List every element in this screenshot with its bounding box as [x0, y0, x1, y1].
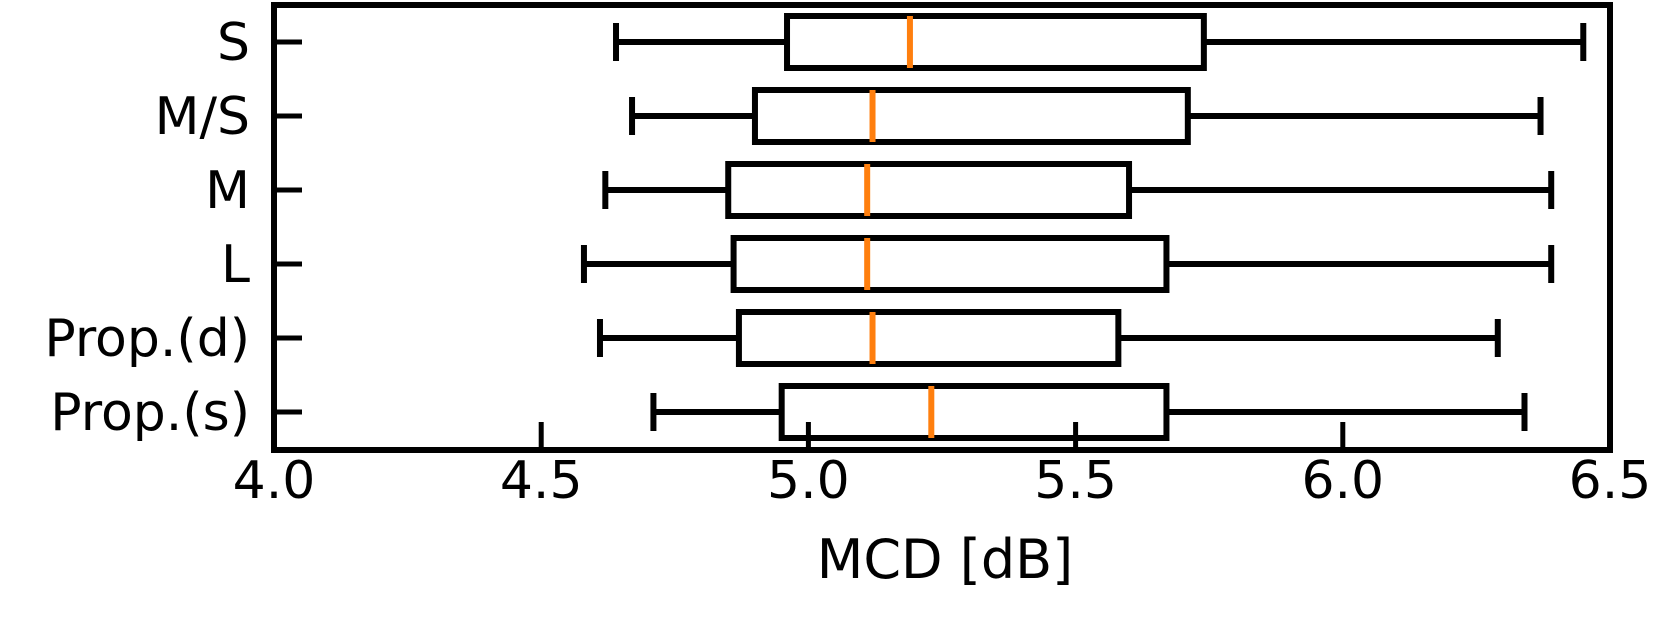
y-tick-label-prop-d: Prop.(d) [44, 309, 250, 369]
y-tick-label-s: S [217, 13, 250, 73]
y-tick-label-l: L [221, 235, 250, 295]
x-tick-label-2: 5.0 [767, 451, 850, 511]
iqr-box-s [784, 13, 1207, 71]
axes: S M/S ML Prop.(d) Prop.(s) 4.0 4.5 5.0 5.5 6.0 6.5 [44, 13, 1651, 511]
iqr-box-m [725, 161, 1133, 219]
x-tick-label-1: 4.5 [500, 451, 583, 511]
plot-frame [271, 2, 1613, 453]
iqr-box-prop-d [735, 309, 1122, 367]
y-tick-label-prop-s: Prop.(s) [50, 383, 250, 443]
y-tick-label-m-s: M/S [155, 87, 250, 147]
box-m [602, 161, 1555, 219]
box-m-s [629, 87, 1544, 145]
x-tick-label-0: 4.0 [233, 451, 316, 511]
box-l [580, 235, 1555, 293]
iqr-box-m-s [751, 87, 1191, 145]
box-prop-d [596, 309, 1501, 367]
iqr-box-l [730, 235, 1170, 293]
x-tick-label-4: 6.0 [1301, 451, 1384, 511]
y-tick-label-m: M [205, 161, 250, 221]
x-axis-label: MCD [dB] [817, 528, 1074, 591]
chart-marks [580, 13, 1587, 441]
iqr-box-prop-s [778, 383, 1170, 441]
box-prop-s [650, 383, 1528, 441]
x-tick-label-5: 6.5 [1569, 451, 1652, 511]
x-tick-label-3: 5.5 [1034, 451, 1117, 511]
box-s [613, 13, 1587, 71]
plot-area [271, 2, 1613, 453]
